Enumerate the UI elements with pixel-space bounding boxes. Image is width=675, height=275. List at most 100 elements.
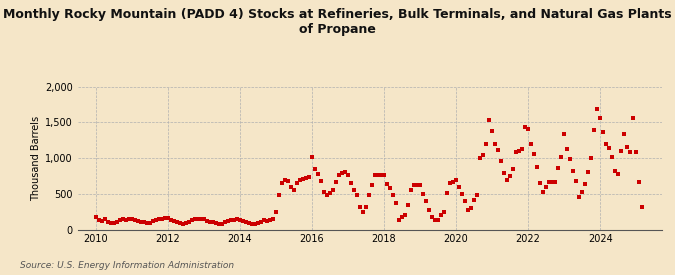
Point: [487, 129, 497, 133]
Point: [265, 218, 275, 222]
Point: [634, 180, 645, 184]
Point: [379, 173, 389, 177]
Point: [298, 177, 308, 181]
Y-axis label: Thousand Barrels: Thousand Barrels: [31, 116, 41, 201]
Point: [478, 153, 489, 158]
Point: [151, 218, 161, 222]
Point: [601, 142, 612, 146]
Point: [354, 205, 365, 210]
Point: [472, 193, 483, 197]
Point: [219, 220, 230, 225]
Point: [234, 218, 245, 222]
Point: [198, 216, 209, 221]
Point: [120, 218, 131, 222]
Point: [117, 217, 128, 221]
Point: [408, 183, 419, 188]
Point: [201, 218, 212, 223]
Point: [595, 116, 605, 120]
Point: [183, 219, 194, 224]
Point: [309, 167, 320, 171]
Point: [628, 116, 639, 120]
Point: [186, 218, 197, 222]
Point: [180, 221, 191, 226]
Point: [333, 173, 344, 177]
Point: [277, 181, 288, 185]
Point: [238, 219, 248, 224]
Point: [159, 216, 170, 220]
Point: [511, 150, 522, 155]
Point: [126, 216, 137, 221]
Point: [300, 176, 311, 180]
Point: [267, 217, 278, 221]
Point: [99, 216, 110, 221]
Point: [390, 201, 401, 205]
Point: [321, 192, 332, 197]
Point: [597, 130, 608, 134]
Point: [205, 219, 215, 224]
Point: [568, 169, 578, 173]
Point: [273, 193, 284, 197]
Point: [562, 147, 572, 151]
Point: [400, 213, 410, 218]
Point: [604, 146, 615, 150]
Point: [144, 221, 155, 225]
Point: [190, 217, 200, 221]
Point: [367, 182, 377, 187]
Point: [102, 220, 113, 225]
Point: [169, 219, 180, 224]
Point: [613, 172, 624, 176]
Text: Source: U.S. Energy Information Administration: Source: U.S. Energy Information Administ…: [20, 260, 234, 270]
Point: [217, 221, 227, 226]
Point: [135, 219, 146, 224]
Point: [421, 199, 431, 203]
Point: [97, 219, 107, 223]
Point: [541, 185, 551, 189]
Point: [286, 185, 296, 189]
Point: [394, 218, 404, 222]
Point: [292, 181, 302, 185]
Point: [556, 155, 567, 160]
Point: [484, 117, 495, 122]
Point: [610, 169, 621, 173]
Point: [502, 177, 512, 182]
Point: [313, 172, 323, 176]
Point: [619, 132, 630, 136]
Point: [529, 152, 540, 156]
Point: [255, 219, 266, 224]
Point: [520, 125, 531, 130]
Point: [114, 218, 125, 222]
Point: [244, 221, 254, 226]
Point: [454, 185, 464, 189]
Point: [304, 175, 315, 180]
Point: [381, 182, 392, 186]
Point: [445, 181, 456, 185]
Point: [271, 210, 281, 214]
Point: [457, 192, 468, 196]
Point: [435, 213, 446, 218]
Point: [340, 170, 350, 175]
Point: [165, 218, 176, 222]
Point: [553, 166, 564, 170]
Point: [468, 197, 479, 202]
Point: [387, 192, 398, 197]
Point: [451, 177, 462, 182]
Point: [430, 218, 441, 222]
Point: [376, 172, 387, 177]
Point: [403, 203, 414, 208]
Point: [370, 172, 381, 177]
Point: [336, 171, 347, 175]
Point: [294, 177, 305, 182]
Point: [616, 149, 626, 153]
Point: [132, 219, 143, 223]
Point: [153, 217, 164, 221]
Point: [631, 150, 642, 155]
Point: [342, 173, 353, 177]
Point: [259, 218, 269, 222]
Point: [225, 218, 236, 222]
Point: [583, 170, 594, 175]
Point: [397, 215, 408, 219]
Point: [129, 218, 140, 222]
Point: [156, 216, 167, 221]
Point: [279, 177, 290, 182]
Point: [319, 189, 329, 194]
